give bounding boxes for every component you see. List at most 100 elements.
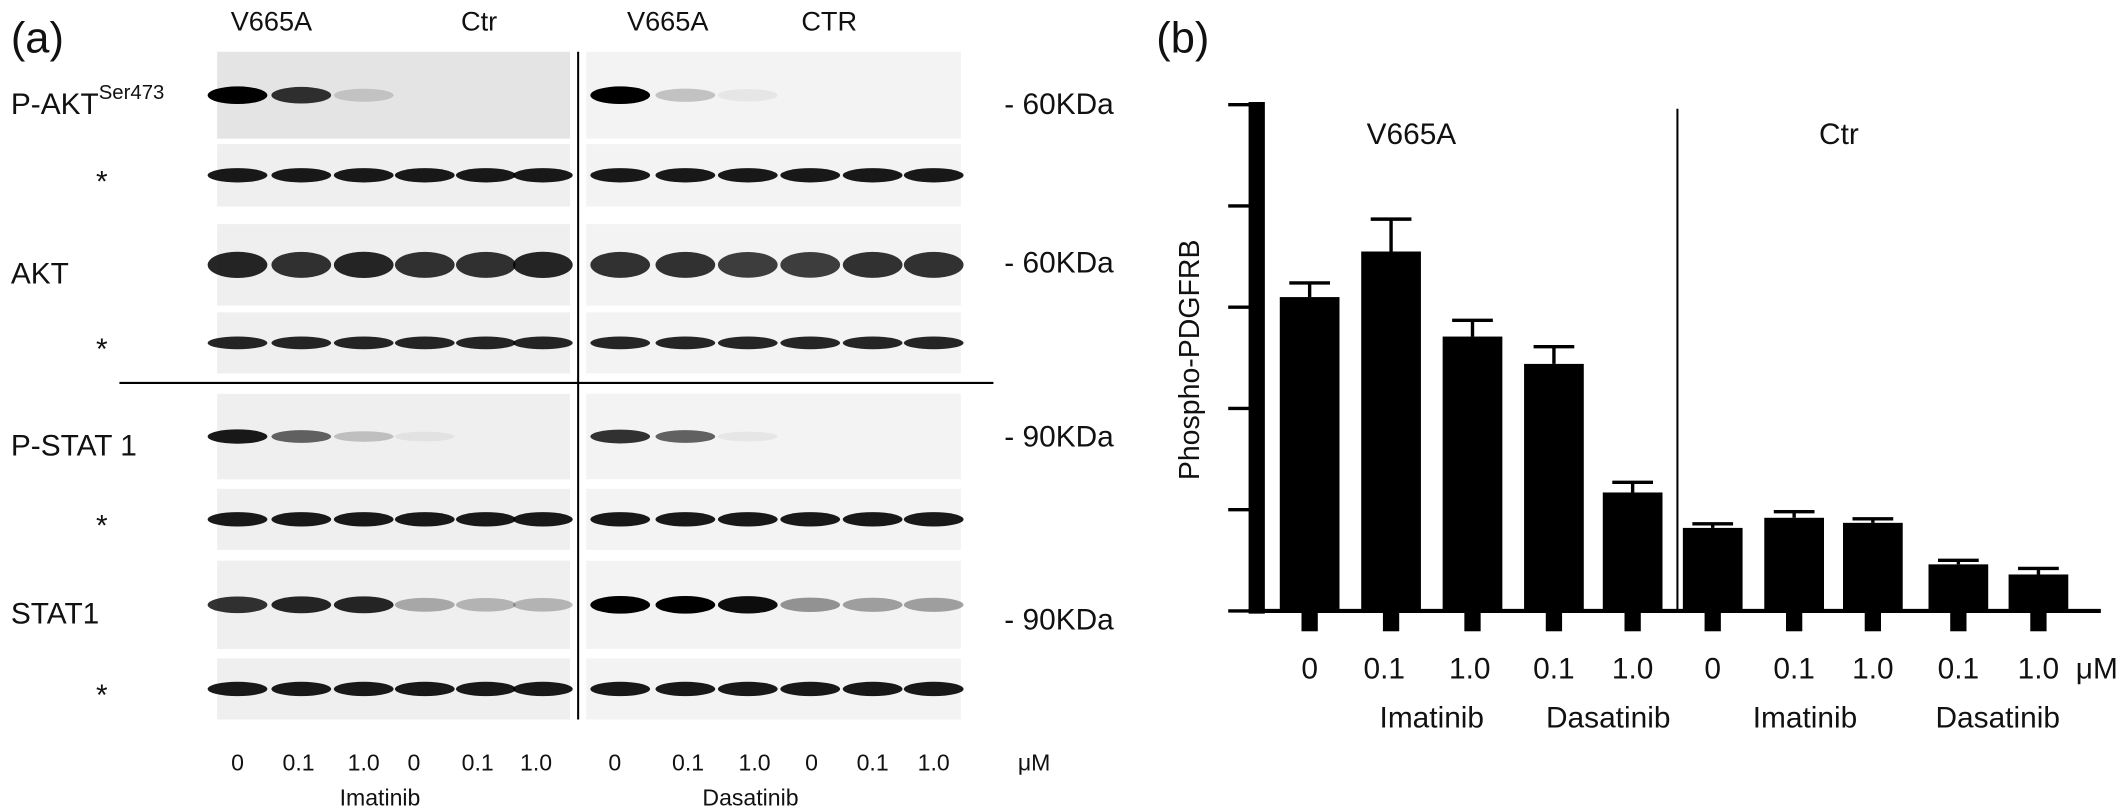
blot-band bbox=[780, 512, 841, 527]
row-name: STAT1 bbox=[11, 598, 99, 631]
blot-band bbox=[207, 86, 268, 105]
blot-band bbox=[333, 431, 394, 442]
blot-band bbox=[333, 681, 394, 697]
blot-band bbox=[271, 430, 332, 443]
y-axis-label: Phospho-PDGFRB bbox=[1174, 240, 1206, 481]
blot-band bbox=[333, 336, 394, 350]
blot-band bbox=[394, 512, 455, 527]
blot-band bbox=[513, 251, 573, 279]
x-tick bbox=[1864, 610, 1881, 632]
blot-band bbox=[780, 251, 841, 278]
row-label: * bbox=[96, 333, 108, 366]
blot-band bbox=[590, 168, 651, 183]
blot-band bbox=[717, 431, 778, 442]
blot-band bbox=[207, 251, 268, 279]
blot-band bbox=[513, 336, 573, 350]
unit-label: μM bbox=[1018, 749, 1051, 775]
x-tick bbox=[1545, 610, 1563, 632]
blot-band bbox=[655, 681, 716, 697]
blot-band bbox=[780, 597, 841, 613]
mw-label: - 90KDa bbox=[1004, 604, 1114, 637]
blot-band bbox=[333, 512, 394, 527]
dose-label: 1.0 bbox=[520, 749, 552, 775]
row-superscript: Ser473 bbox=[99, 82, 165, 104]
x-tick-label: 1.0 bbox=[1612, 653, 1654, 686]
bar bbox=[1442, 336, 1503, 611]
row-name: P-AKT bbox=[11, 88, 99, 121]
x-tick-label: 1.0 bbox=[1449, 653, 1491, 686]
blot-band bbox=[655, 251, 716, 278]
blot-band bbox=[333, 88, 394, 102]
blot-band bbox=[842, 681, 903, 697]
blot-band bbox=[456, 168, 516, 183]
dose-label: 0.1 bbox=[283, 749, 315, 775]
blot-band bbox=[207, 681, 268, 697]
blot-band bbox=[717, 336, 778, 350]
blot-band bbox=[590, 86, 651, 105]
blot-band bbox=[394, 681, 455, 697]
blot-band bbox=[655, 168, 716, 183]
drug-label: Dasatinib bbox=[1936, 701, 2060, 734]
blot-band bbox=[717, 251, 778, 278]
blot-band bbox=[842, 512, 903, 527]
unit-label: μM bbox=[2076, 653, 2118, 686]
bar bbox=[1843, 522, 1903, 611]
mw-label: - 60KDa bbox=[1004, 247, 1114, 280]
blot-band bbox=[456, 336, 516, 350]
bar bbox=[2008, 574, 2069, 611]
blot-band bbox=[590, 512, 651, 527]
blot-band bbox=[207, 512, 268, 527]
blot-band bbox=[271, 512, 332, 527]
row-name: AKT bbox=[11, 258, 69, 291]
row-label: * bbox=[96, 509, 108, 542]
blot-band bbox=[903, 681, 964, 697]
blot-band bbox=[717, 168, 778, 183]
dose-label: 0 bbox=[805, 749, 818, 775]
row-name: * bbox=[96, 679, 108, 712]
blot-band bbox=[842, 168, 903, 183]
blot-band bbox=[271, 86, 332, 104]
blot-band bbox=[842, 597, 903, 612]
bar bbox=[1928, 564, 1989, 611]
blot-band bbox=[717, 512, 778, 527]
blot-band bbox=[903, 251, 964, 278]
blot-band bbox=[903, 336, 964, 350]
blot-band bbox=[456, 251, 516, 278]
dose-label: 0.1 bbox=[857, 749, 889, 775]
blot-band bbox=[513, 512, 573, 527]
blot-band bbox=[271, 168, 332, 183]
blot-band bbox=[456, 598, 516, 612]
row-label: AKT bbox=[11, 258, 69, 291]
bar bbox=[1764, 517, 1824, 611]
row-name: * bbox=[96, 165, 108, 198]
group-label: Ctr bbox=[1819, 118, 1859, 151]
dose-label: 1.0 bbox=[739, 749, 771, 775]
dose-label: 1.0 bbox=[918, 749, 950, 775]
blot-band bbox=[590, 429, 651, 444]
lane-group-header: V665A bbox=[231, 5, 313, 36]
blot-band bbox=[903, 168, 964, 183]
x-tick-label: 0.1 bbox=[1364, 653, 1406, 686]
blot-band bbox=[271, 681, 332, 697]
blot-band bbox=[590, 336, 651, 350]
blot-band bbox=[394, 168, 455, 183]
bar bbox=[1524, 363, 1584, 611]
blot-band bbox=[207, 336, 268, 350]
blot-band bbox=[590, 596, 651, 614]
lane-group-header: CTR bbox=[801, 5, 857, 36]
blot-band bbox=[842, 251, 903, 278]
dose-label: 0 bbox=[408, 749, 421, 775]
blot-band bbox=[717, 596, 778, 614]
blot-band bbox=[780, 168, 841, 183]
blot-band bbox=[842, 336, 903, 350]
x-tick bbox=[1301, 610, 1318, 632]
blot-band bbox=[394, 431, 455, 442]
mw-label: - 60KDa bbox=[1004, 88, 1114, 121]
drug-label: Imatinib bbox=[1380, 701, 1485, 734]
x-tick bbox=[1786, 610, 1803, 632]
group-label: V665A bbox=[1367, 118, 1457, 151]
bar bbox=[1361, 251, 1421, 611]
row-label: * bbox=[96, 165, 108, 198]
blot-band bbox=[207, 168, 268, 183]
